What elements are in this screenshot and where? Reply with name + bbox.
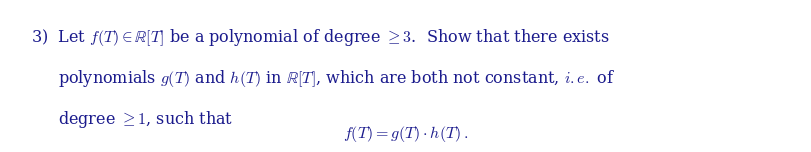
Text: 3)  Let $f(T) \in \mathbb{R}[T]$ be a polynomial of degree $\geq 3$.  Show that : 3) Let $f(T) \in \mathbb{R}[T]$ be a pol…	[31, 27, 610, 48]
Text: $f(T) = g(T) \cdot h(T)\,.$: $f(T) = g(T) \cdot h(T)\,.$	[343, 124, 468, 144]
Text: polynomials $g(T)$ and $h(T)$ in $\mathbb{R}[T]$, which are both not constant, $: polynomials $g(T)$ and $h(T)$ in $\mathb…	[58, 68, 616, 89]
Text: degree $\geq 1$, such that: degree $\geq 1$, such that	[58, 109, 234, 130]
